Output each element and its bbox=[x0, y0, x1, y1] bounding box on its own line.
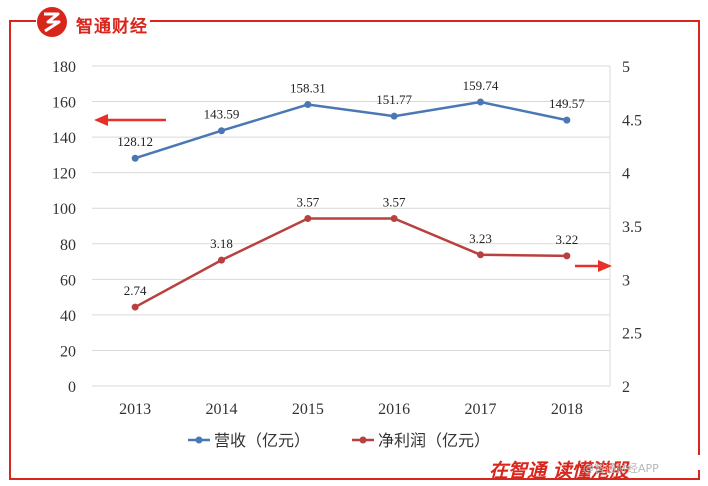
legend-marker-1 bbox=[195, 436, 203, 444]
brand-name: 智通财经 bbox=[76, 17, 148, 37]
y-left-tick-label: 40 bbox=[60, 308, 76, 325]
y-right-tick-label: 3.5 bbox=[622, 219, 642, 236]
data-point bbox=[304, 101, 312, 109]
x-tick-label: 2013 bbox=[119, 401, 151, 418]
y-left-tick-label: 100 bbox=[52, 201, 76, 218]
data-label: 3.57 bbox=[296, 195, 319, 210]
series-line-1 bbox=[134, 100, 568, 160]
data-label: 3.57 bbox=[383, 195, 406, 210]
y-left-tick-label: 0 bbox=[68, 379, 76, 396]
x-tick-label: 2018 bbox=[551, 401, 583, 418]
data-label: 2.74 bbox=[124, 283, 147, 298]
data-label: 3.18 bbox=[210, 236, 233, 251]
y-left-tick-label: 180 bbox=[52, 59, 76, 76]
data-point bbox=[218, 256, 225, 264]
y-right-tick-label: 4.5 bbox=[622, 112, 642, 129]
legend-marker-2 bbox=[359, 436, 367, 444]
data-label: 3.23 bbox=[469, 231, 492, 246]
data-point bbox=[477, 251, 484, 259]
y-left-tick-label: 160 bbox=[52, 95, 76, 112]
right-axis-arrow-head bbox=[598, 260, 612, 272]
data-label: 158.31 bbox=[290, 81, 326, 96]
y-left-tick-label: 120 bbox=[52, 166, 76, 183]
x-tick-label: 2016 bbox=[378, 401, 410, 418]
logo-icon bbox=[37, 7, 67, 37]
data-label: 149.57 bbox=[549, 96, 585, 111]
data-point bbox=[390, 215, 398, 223]
data-label: 159.74 bbox=[463, 78, 499, 93]
data-label: 3.22 bbox=[555, 232, 578, 247]
series-line-2 bbox=[134, 217, 567, 309]
data-point bbox=[477, 98, 484, 106]
data-label: 151.77 bbox=[376, 92, 412, 107]
data-point bbox=[131, 303, 139, 311]
y-right-tick-label: 2.5 bbox=[622, 326, 642, 343]
y-left-tick-label: 80 bbox=[60, 237, 76, 254]
left-axis-arrow-head bbox=[94, 114, 108, 126]
y-right-tick-label: 4 bbox=[622, 166, 630, 183]
data-point bbox=[304, 215, 312, 223]
data-point bbox=[563, 116, 571, 124]
y-right-tick-label: 5 bbox=[622, 59, 630, 76]
y-right-tick-label: 3 bbox=[622, 272, 630, 289]
data-point bbox=[218, 127, 225, 135]
slogan: 在智通 读懂港股 bbox=[489, 460, 629, 482]
data-label: 143.59 bbox=[204, 107, 240, 122]
x-tick-label: 2015 bbox=[292, 401, 324, 418]
watermark: @智通财经APP bbox=[583, 462, 659, 475]
data-point bbox=[563, 252, 571, 260]
data-label: 128.12 bbox=[117, 134, 153, 149]
data-point bbox=[131, 154, 139, 162]
x-tick-label: 2017 bbox=[465, 401, 497, 418]
legend-label-1: 营收（亿元） bbox=[214, 431, 310, 450]
x-tick-label: 2014 bbox=[206, 401, 238, 418]
legend-label-2: 净利润（亿元） bbox=[378, 431, 490, 450]
y-left-tick-label: 140 bbox=[52, 130, 76, 147]
y-left-tick-label: 20 bbox=[60, 343, 76, 360]
y-right-tick-label: 2 bbox=[622, 379, 630, 396]
y-left-tick-label: 60 bbox=[60, 272, 76, 289]
data-point bbox=[390, 112, 398, 120]
